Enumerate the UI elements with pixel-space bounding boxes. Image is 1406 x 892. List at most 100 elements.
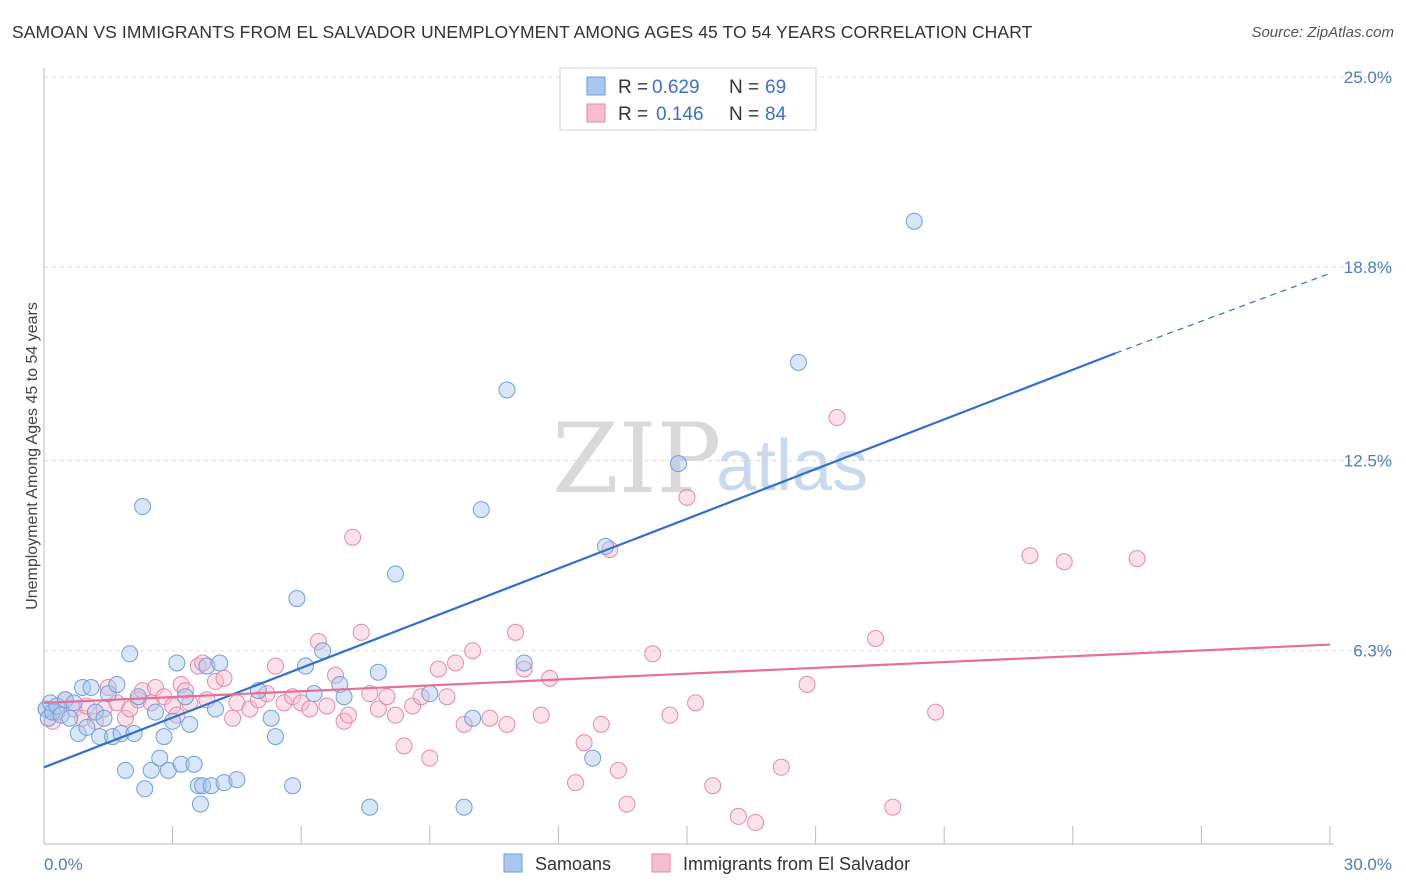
samoans-point [198,657,216,675]
el-salvador-point [609,761,627,779]
axes [43,68,1334,845]
legend-n-value-samoans: 69 [765,77,786,98]
el-salvador-point [867,629,885,647]
legend-r-value-samoans: 0.629 [652,77,700,98]
y-axis-label: Unemployment Among Ages 45 to 54 years [24,302,41,610]
el-salvador-point [387,706,405,724]
el-salvador-point [592,715,610,733]
el-salvador-point [541,669,559,687]
el-salvador-point [515,660,533,678]
samoans-point [134,498,152,516]
bottom-legend: Samoans Immigrants from El Salvador [503,853,910,874]
samoans-point [136,780,154,798]
samoans-point [95,709,113,727]
legend-swatch-el-salvador [586,103,606,123]
legend-r-value-el-salvador: 0.146 [656,104,704,125]
trend-lines [43,272,1331,769]
legend-r-label-samoans: R = [618,77,648,98]
samoans-point [168,654,186,672]
samoans-point [369,663,387,681]
el-salvador-point [404,697,422,715]
el-salvador-point [121,700,139,718]
grid [44,76,1392,652]
samoans-point [99,685,117,703]
el-salvador-point [447,654,465,672]
legend-r-label-el-salvador: R = [618,104,648,125]
el-salvador-trend-line [43,643,1331,704]
samoans-point [215,774,233,792]
el-salvador-point [339,706,357,724]
el-salvador-point [438,688,456,706]
el-salvador-point [335,712,353,730]
samoans-trend-extension [1115,272,1331,354]
el-salvador-point [455,715,473,733]
el-salvador-point [361,685,379,703]
el-salvador-point [828,409,846,427]
el-salvador-point [241,700,259,718]
samoans-point [189,777,207,795]
samoans-point [361,798,379,816]
samoans-point [669,455,687,473]
samoans-point [121,645,139,663]
samoans-point [789,353,807,371]
watermark-atlas: atlas [716,426,868,506]
samoans-point [515,654,533,672]
el-salvador-point [318,697,336,715]
el-salvador-point [464,642,482,660]
y-tick-labels: 6.3% 12.5% 18.8% 25.0% [1344,68,1392,661]
el-salvador-point [687,694,705,712]
el-salvador-point [532,706,550,724]
samoans-point [78,718,96,736]
samoans-point [146,703,164,721]
el-salvador-point [116,709,134,727]
samoans-point [472,501,490,519]
el-salvador-point [729,807,747,825]
el-salvador-point [301,700,319,718]
samoans-point [584,749,602,767]
samoans-point [194,777,212,795]
el-salvador-point [215,669,233,687]
chart-source: Source: ZipAtlas.com [1251,24,1394,41]
x-tick-label: 30.0% [1344,855,1392,874]
samoans-point [905,212,923,230]
samoans-point [335,688,353,706]
samoans-point [74,679,92,697]
samoans-point [262,709,280,727]
bottom-legend-swatch-el-salvador [651,853,671,873]
samoans-point [185,755,203,773]
el-salvador-point [249,691,267,709]
samoans-point [116,761,134,779]
samoans-point [464,709,482,727]
samoans-point [498,381,516,399]
samoans-point [387,565,405,583]
el-salvador-point [567,774,585,792]
el-salvador-point [481,709,499,727]
el-salvador-point [661,706,679,724]
el-salvador-point [421,749,439,767]
el-salvador-point [224,709,242,727]
el-salvador-point [644,645,662,663]
chart-title: SAMOAN VS IMMIGRANTS FROM EL SALVADOR UN… [12,22,1033,42]
legend-n-label-el-salvador: N = [729,104,759,125]
samoans-point [82,679,100,697]
samoans-point [61,709,79,727]
y-tick-label: 25.0% [1344,68,1392,87]
el-salvador-point [678,488,696,506]
el-salvador-point [772,758,790,776]
samoans-point [142,761,160,779]
el-salvador-point [498,715,516,733]
el-salvador-point [326,666,344,684]
samoans-point [129,688,147,706]
el-salvador-point [1055,553,1073,571]
el-salvador-point [798,675,816,693]
samoans-point [305,685,323,703]
el-salvador-point [704,777,722,795]
el-salvador-point [429,660,447,678]
el-salvador-point [369,700,387,718]
watermark: ZIP atlas [552,403,868,515]
el-salvador-point [146,679,164,697]
el-salvador-point [747,814,765,832]
samoans-point [202,777,220,795]
legend-n-value-el-salvador: 84 [765,104,787,125]
samoans-point [181,715,199,733]
